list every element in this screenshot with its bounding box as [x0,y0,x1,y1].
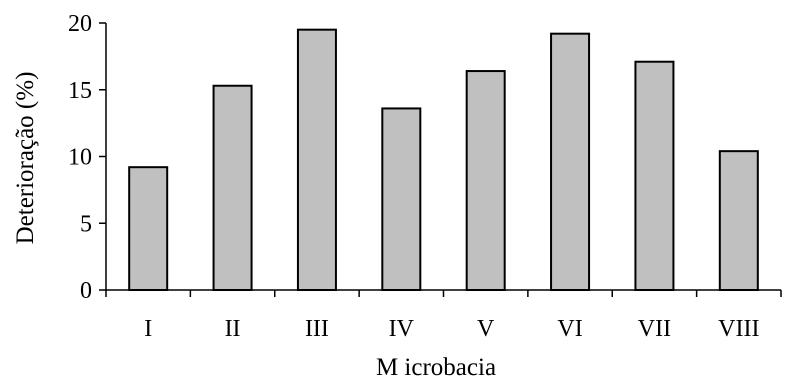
x-tick-label: III [305,316,329,342]
x-tick-label: I [144,316,152,342]
bar [128,166,169,291]
x-tick-label: VII [638,316,671,342]
x-tick-label: II [225,316,241,342]
bar [465,70,506,291]
x-tick-label: IV [389,316,415,342]
bar [550,32,591,292]
bar [718,150,759,291]
x-axis-label: M icrobacia [376,354,496,381]
x-tick-label: VIII [718,316,759,342]
x-tick-label: V [477,316,495,342]
bar [296,28,337,292]
y-tick-label: 20 [68,11,92,37]
y-axis-label: Deterioração (%) [12,72,39,245]
bar [381,107,422,291]
bar [212,84,253,292]
x-tick-label: VI [557,316,582,342]
y-tick-label: 5 [80,211,92,237]
bar [634,60,675,292]
y-tick-label: 10 [68,145,92,171]
y-tick-label: 15 [68,78,92,104]
y-tick-label: 0 [80,278,92,304]
